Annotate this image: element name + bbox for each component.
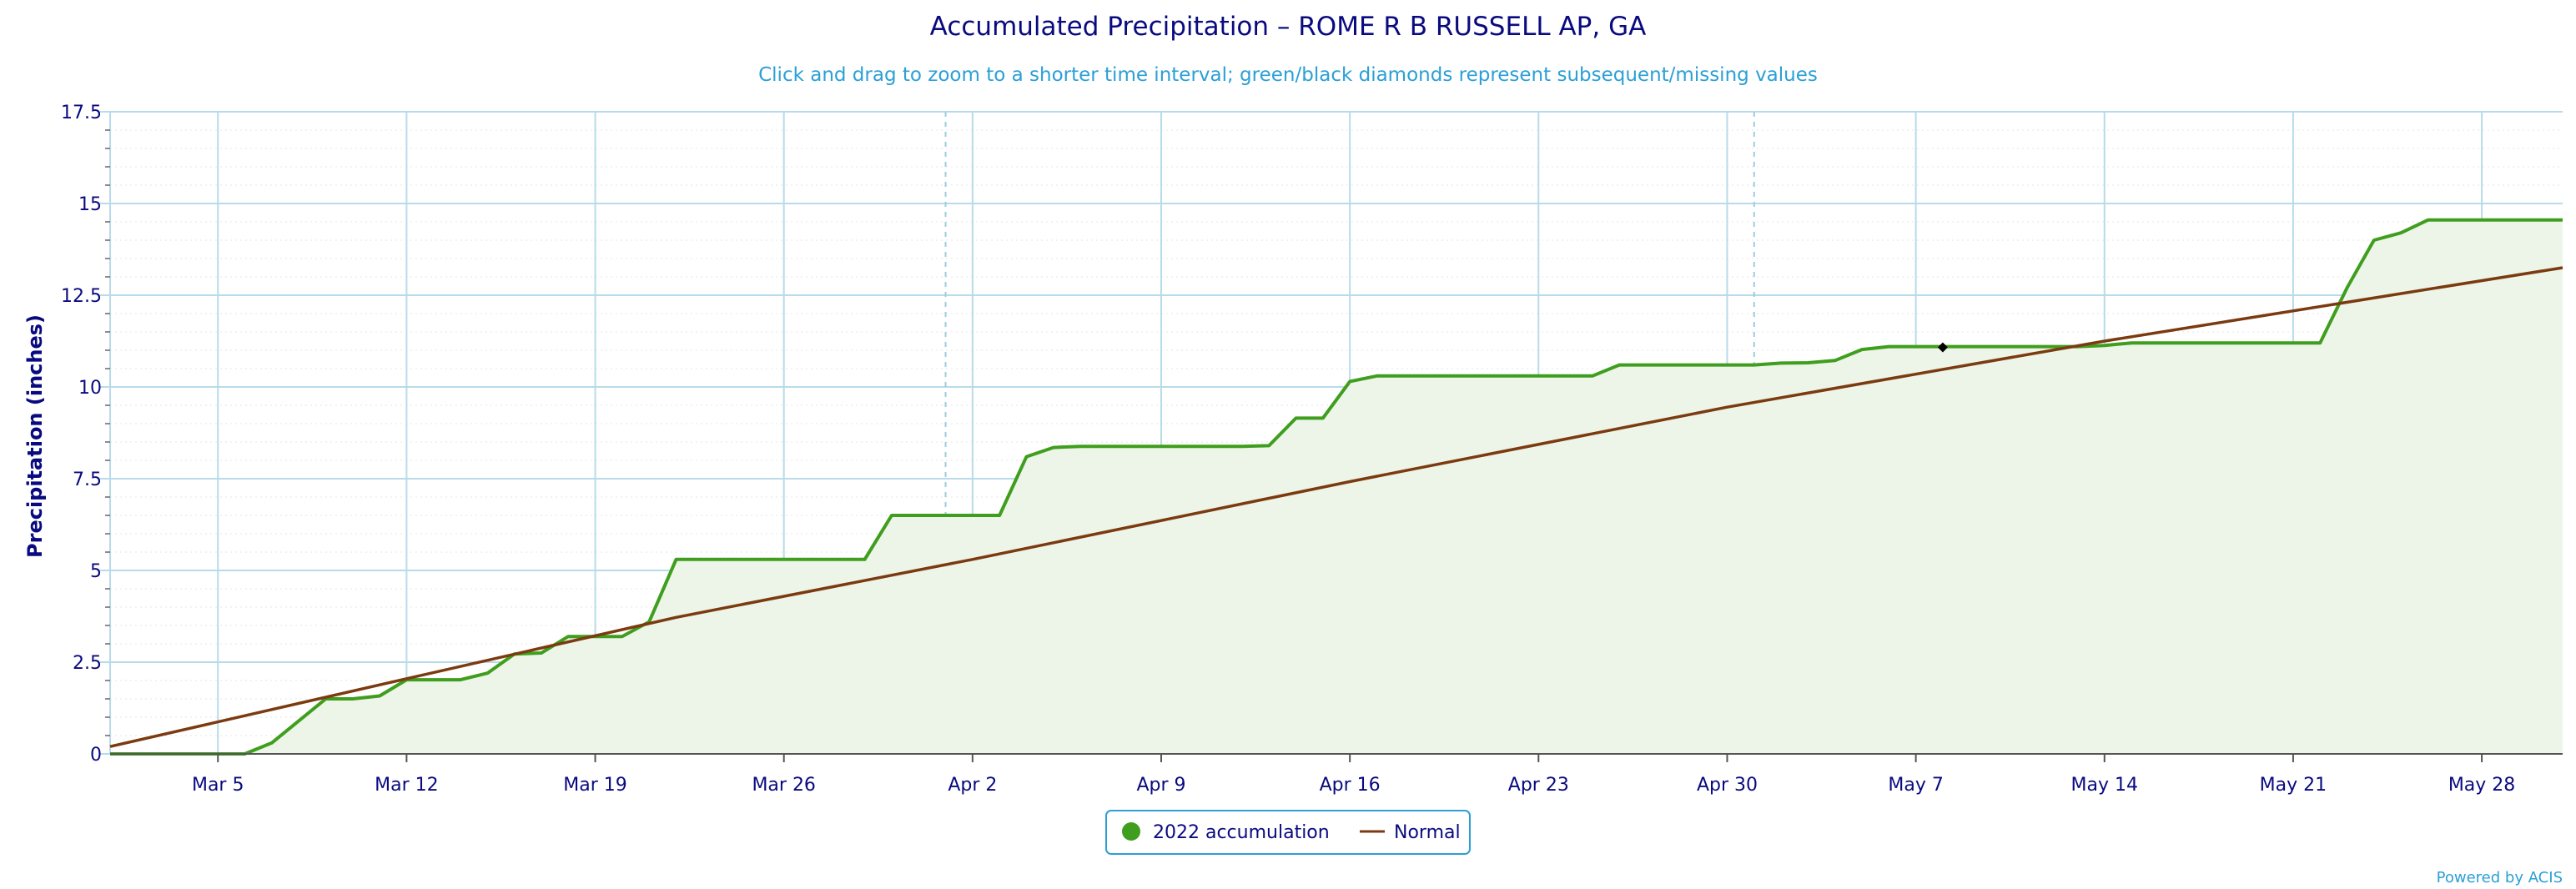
chart-title: Accumulated Precipitation – ROME R B RUS…: [930, 12, 1647, 42]
powered-by-acis-link[interactable]: Powered by ACIS: [2437, 869, 2563, 886]
x-tick-label: Apr 9: [1136, 775, 1185, 796]
legend-normal-label: Normal: [1394, 822, 1461, 843]
y-axis-label: Precipitation (inches): [23, 314, 47, 558]
legend-accumulation-symbol: [1122, 822, 1140, 841]
chart-subtitle: Click and drag to zoom to a shorter time…: [758, 64, 1818, 86]
x-tick-label: Apr 2: [948, 775, 997, 796]
x-tick-label: Apr 30: [1697, 775, 1758, 796]
y-tick-label: 2.5: [73, 653, 102, 674]
normal-series-line: [109, 266, 2563, 748]
y-tick-label: 7.5: [73, 470, 102, 490]
y-tick-label: 17.5: [61, 103, 102, 123]
legend[interactable]: 2022 accumulation Normal: [1105, 810, 1471, 855]
x-tick-label: Apr 16: [1320, 775, 1381, 796]
y-tick-label: 5: [90, 561, 102, 582]
x-tick-label: Mar 26: [752, 775, 816, 796]
x-axis: Mar 5 Mar 12 Mar 19 Mar 26 Apr 2 Apr 9 Apr 16 A…: [110, 753, 2563, 796]
x-tick-label: Mar 5: [192, 775, 244, 796]
legend-accumulation-label: 2022 accumulation: [1153, 822, 1330, 843]
legend-item-normal[interactable]: Normal: [1360, 822, 1461, 843]
x-tick-label: May 28: [2448, 775, 2515, 796]
legend-item-accumulation[interactable]: 2022 accumulation: [1122, 822, 1330, 843]
x-tick-label: Mar 12: [375, 775, 439, 796]
accumulation-area: [110, 219, 2563, 754]
series: [109, 218, 2563, 756]
y-tick-label: 0: [90, 745, 102, 766]
x-tick-label: May 7: [1888, 775, 1943, 796]
area-fill: [110, 219, 2563, 754]
x-tick-label: May 14: [2071, 775, 2138, 796]
y-tick-label: 10: [78, 378, 102, 399]
x-tick-label: Apr 23: [1508, 775, 1569, 796]
x-tick-label: May 21: [2260, 775, 2327, 796]
y-axis: 0 2.5 5 7.5 10 12.5 15 17.5: [61, 103, 110, 766]
y-tick-label: 12.5: [61, 286, 102, 307]
legend-box: [1105, 810, 1471, 855]
accumulation-series-line: [110, 218, 2563, 756]
y-tick-label: 15: [78, 194, 102, 215]
x-tick-label: Mar 19: [563, 775, 627, 796]
missing-value-diamond: [1937, 342, 1948, 353]
markers: [1937, 342, 1948, 353]
